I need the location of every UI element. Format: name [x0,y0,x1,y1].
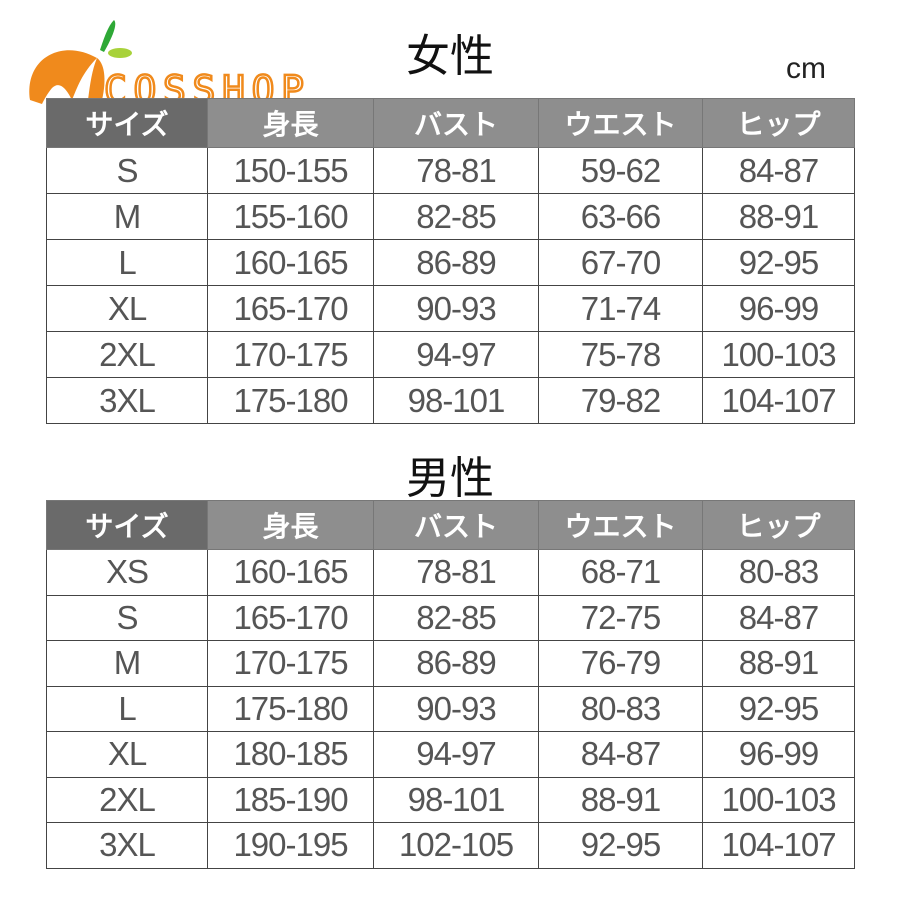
unit-label: cm [786,52,826,85]
header-size: サイズ [46,98,208,148]
cell-bust: 86-89 [373,640,539,687]
table-header-row: サイズ 身長 バスト ウエスト ヒップ [46,500,855,550]
cell-size: 3XL [46,377,208,424]
cell-hip: 92-95 [702,685,855,732]
cell-hip: 104-107 [702,822,855,869]
cell-waist: 92-95 [538,822,703,869]
cell-waist: 88-91 [538,776,703,823]
cell-height: 175-180 [207,377,374,424]
cell-size: 2XL [46,776,208,823]
table-row: 3XL 175-180 98-101 79-82 104-107 [46,377,855,424]
header-bust: バスト [373,98,539,148]
cell-hip: 96-99 [702,731,855,778]
cell-height: 170-175 [207,640,374,687]
table-row: XS 160-165 78-81 68-71 80-83 [46,549,855,596]
table-row: M 170-175 86-89 76-79 88-91 [46,640,855,687]
cell-size: XL [46,285,208,332]
cell-bust: 102-105 [373,822,539,869]
table-header-row: サイズ 身長 バスト ウエスト ヒップ [46,98,855,148]
header-hip: ヒップ [702,500,855,550]
header-size: サイズ [46,500,208,550]
cell-waist: 84-87 [538,731,703,778]
cell-bust: 94-97 [373,331,539,378]
cell-height: 165-170 [207,594,374,641]
table-row: XL 165-170 90-93 71-74 96-99 [46,285,855,332]
header-waist: ウエスト [538,98,703,148]
cell-waist: 80-83 [538,685,703,732]
cell-height: 150-155 [207,147,374,194]
cell-height: 155-160 [207,193,374,240]
cell-bust: 78-81 [373,147,539,194]
women-title: 女性 [406,31,494,82]
cell-bust: 82-85 [373,594,539,641]
cell-size: L [46,685,208,732]
cell-hip: 80-83 [702,549,855,596]
cell-size: L [46,239,208,286]
cell-bust: 86-89 [373,239,539,286]
men-title: 男性 [406,453,494,504]
cell-waist: 68-71 [538,549,703,596]
women-size-table: サイズ 身長 バスト ウエスト ヒップ S 150-155 78-81 59-62 84… [46,98,855,424]
header-height: 身長 [207,500,374,550]
cell-height: 180-185 [207,731,374,778]
cell-waist: 76-79 [538,640,703,687]
cell-hip: 88-91 [702,193,855,240]
cell-hip: 84-87 [702,147,855,194]
cell-hip: 96-99 [702,285,855,332]
cell-bust: 78-81 [373,549,539,596]
men-size-table: サイズ 身長 バスト ウエスト ヒップ XS 160-165 78-81 68-71 8… [46,500,855,869]
cell-size: S [46,147,208,194]
table-row: L 175-180 90-93 80-83 92-95 [46,685,855,732]
cell-waist: 72-75 [538,594,703,641]
cell-hip: 100-103 [702,776,855,823]
cell-waist: 75-78 [538,331,703,378]
cell-height: 170-175 [207,331,374,378]
table-row: L 160-165 86-89 67-70 92-95 [46,239,855,286]
cell-hip: 104-107 [702,377,855,424]
cell-size: XS [46,549,208,596]
cell-waist: 79-82 [538,377,703,424]
header-bust: バスト [373,500,539,550]
cell-size: 3XL [46,822,208,869]
cell-bust: 94-97 [373,731,539,778]
table-row: 2XL 170-175 94-97 75-78 100-103 [46,331,855,378]
cell-height: 160-165 [207,549,374,596]
cell-waist: 59-62 [538,147,703,194]
cell-waist: 71-74 [538,285,703,332]
cell-hip: 84-87 [702,594,855,641]
cell-height: 160-165 [207,239,374,286]
header-hip: ヒップ [702,98,855,148]
cell-height: 185-190 [207,776,374,823]
cell-height: 175-180 [207,685,374,732]
cell-bust: 82-85 [373,193,539,240]
cell-size: XL [46,731,208,778]
table-row: XL 180-185 94-97 84-87 96-99 [46,731,855,778]
header-height: 身長 [207,98,374,148]
table-row: 3XL 190-195 102-105 92-95 104-107 [46,822,855,869]
cell-hip: 92-95 [702,239,855,286]
cell-hip: 100-103 [702,331,855,378]
cell-size: M [46,193,208,240]
table-row: M 155-160 82-85 63-66 88-91 [46,193,855,240]
cell-size: S [46,594,208,641]
cell-hip: 88-91 [702,640,855,687]
cell-waist: 63-66 [538,193,703,240]
cell-bust: 90-93 [373,685,539,732]
cell-height: 190-195 [207,822,374,869]
cell-size: M [46,640,208,687]
cell-bust: 98-101 [373,776,539,823]
header-waist: ウエスト [538,500,703,550]
cell-size: 2XL [46,331,208,378]
table-row: S 165-170 82-85 72-75 84-87 [46,594,855,641]
cell-bust: 98-101 [373,377,539,424]
table-row: 2XL 185-190 98-101 88-91 100-103 [46,776,855,823]
cell-height: 165-170 [207,285,374,332]
cell-waist: 67-70 [538,239,703,286]
table-row: S 150-155 78-81 59-62 84-87 [46,147,855,194]
cell-bust: 90-93 [373,285,539,332]
